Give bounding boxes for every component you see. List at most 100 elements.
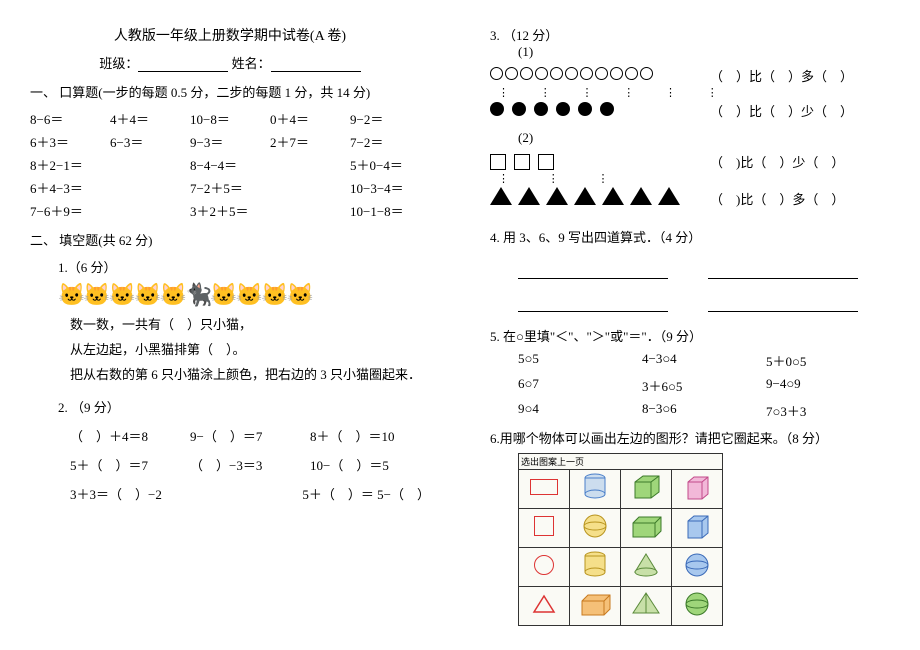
dots-1: ⋮ ⋮ ⋮ ⋮ ⋮ ⋮ — [498, 91, 890, 95]
calc-row: 6＋4−3＝7−2＋5＝10−3−4＝ — [30, 178, 430, 197]
q2-cell: 8＋（ ）＝10 — [310, 426, 430, 445]
solid-circles — [490, 102, 710, 120]
calc-row: 6＋3＝6−3＝9−3＝2＋7＝7−2＝ — [30, 132, 430, 151]
hollow-circle-icon — [640, 67, 653, 80]
square-icon — [534, 516, 554, 536]
class-label: 班级： — [99, 56, 138, 71]
hollow-circles — [490, 67, 710, 84]
cylinder-icon — [578, 472, 612, 502]
cell-cuboid-orange[interactable] — [570, 587, 621, 626]
cell-triangle — [519, 587, 570, 626]
cell-cube-blue[interactable] — [672, 509, 723, 548]
q3-label: 3. （12 分） — [490, 25, 890, 44]
section-1-title: 一、 口算题(一步的每题 0.5 分，二步的每题 1 分，共 14 分) — [30, 82, 430, 101]
section-2-title: 二、 填空题(共 62 分) — [30, 230, 430, 249]
cube-icon — [680, 472, 714, 502]
cell-square — [519, 509, 570, 548]
calc-cell — [110, 178, 190, 197]
q3-more-text2: （ )比（ ）多（ ） — [710, 189, 844, 208]
hollow-square-icon — [490, 154, 506, 170]
q2-cell: 3＋3＝（ ）−2 — [70, 484, 186, 503]
q3-row-1: （ ）比（ ）多（ ） — [490, 66, 890, 85]
hollow-circle-icon — [580, 67, 593, 80]
q2-cell: 9−（ ）＝7 — [190, 426, 310, 445]
answer-blank[interactable] — [518, 293, 668, 312]
q3-row-2: （ ）比（ ）少（ ） — [490, 101, 890, 120]
cube-icon — [680, 511, 714, 541]
q2-cell: 5＋（ ）＝ 5−（ ） — [302, 484, 430, 503]
q5-label: 5. 在○里填"＜"、"＞"或"＝"．（9 分） — [490, 326, 890, 345]
cell-sphere[interactable] — [570, 509, 621, 548]
solid-triangles — [490, 187, 710, 209]
cell-cone[interactable] — [621, 548, 672, 587]
cone-icon — [629, 550, 663, 580]
q5-cell: 9○4 — [518, 401, 642, 420]
cell-cube-green[interactable] — [621, 470, 672, 509]
name-label: 姓名： — [232, 56, 271, 71]
calc-cell — [110, 201, 190, 220]
cell-sphere-green[interactable] — [672, 587, 723, 626]
cell-pyramid[interactable] — [621, 587, 672, 626]
cell-cuboid-green[interactable] — [621, 509, 672, 548]
cell-sphere-blue[interactable] — [672, 548, 723, 587]
class-blank[interactable] — [138, 57, 228, 72]
q3-sub1: (1) — [518, 44, 890, 60]
q3-less-text: （ ）比（ ）少（ ） — [710, 101, 853, 120]
calc-row: 7−6＋9＝3＋2＋5＝10−1−8＝ — [30, 201, 430, 220]
solid-circle-icon — [600, 102, 614, 116]
solid-circle-icon — [490, 102, 504, 116]
dots-2: ⋮ ⋮ ⋮ — [498, 177, 890, 181]
shapes-table: 选出图案上一页 — [518, 453, 723, 626]
answer-blank[interactable] — [708, 293, 858, 312]
calc-cell: 3＋2＋5＝ — [190, 201, 270, 220]
calc-cell: 5＋0−4＝ — [350, 155, 430, 174]
cell-circle — [519, 548, 570, 587]
calc-cell — [270, 201, 350, 220]
q5-row: 5○54−3○45＋0○5 — [518, 351, 890, 370]
calc-cell — [270, 178, 350, 197]
calc-cell — [270, 155, 350, 174]
q5-cell: 5○5 — [518, 351, 642, 370]
calc-cell: 10−8＝ — [190, 109, 270, 128]
hollow-circle-icon — [595, 67, 608, 80]
cell-rect — [519, 470, 570, 509]
cell-cube-pink[interactable] — [672, 470, 723, 509]
cell-cylinder[interactable] — [570, 470, 621, 509]
name-blank[interactable] — [271, 57, 361, 72]
cell-cylinder2[interactable] — [570, 548, 621, 587]
q2-row: 3＋3＝（ ）−2 5＋（ ）＝ 5−（ ） — [70, 484, 430, 503]
solid-circle-icon — [534, 102, 548, 116]
calc-cell: 6−3＝ — [110, 132, 190, 151]
q2-cell: （ ）＋4＝8 — [70, 426, 190, 445]
answer-lines-2 — [518, 293, 890, 312]
solid-triangle-icon — [518, 187, 540, 205]
answer-blank[interactable] — [708, 260, 858, 279]
q5-cell: 3＋6○5 — [642, 376, 766, 395]
hollow-square-icon — [514, 154, 530, 170]
calc-cell — [110, 155, 190, 174]
cylinder-icon — [578, 550, 612, 580]
cuboid-icon — [629, 511, 663, 541]
q5-row: 6○73＋6○59−4○9 — [518, 376, 890, 395]
q2-row: （ ）＋4＝89−（ ）＝78＋（ ）＝10 — [70, 426, 430, 445]
circle-icon — [534, 555, 554, 575]
sphere-icon — [680, 589, 714, 619]
calc-cell: 6＋4−3＝ — [30, 178, 110, 197]
q3-row-4: （ )比（ ）多（ ） — [490, 187, 890, 209]
q5-cell: 7○3＋3 — [766, 401, 890, 420]
q3-more-text: （ ）比（ ）多（ ） — [710, 66, 853, 85]
q5-row: 9○48−3○67○3＋3 — [518, 401, 890, 420]
sphere-icon — [578, 511, 612, 541]
shapes-header: 选出图案上一页 — [519, 454, 723, 470]
answer-lines-1 — [518, 260, 890, 279]
solid-circle-icon — [512, 102, 526, 116]
q2-row: 5＋（ ）＝7（ ）−3＝310−（ ）＝5 — [70, 455, 430, 474]
hollow-circle-icon — [520, 67, 533, 80]
rectangle-icon — [530, 479, 558, 495]
q3-sub2: (2) — [518, 130, 890, 146]
pyramid-icon — [629, 589, 663, 619]
answer-blank[interactable] — [518, 260, 668, 279]
hollow-circle-icon — [505, 67, 518, 80]
q1-line2: 从左边起，小黑猫排第（ ）。 — [70, 339, 430, 358]
q3-row-3: （ )比（ ）少（ ） — [490, 152, 890, 171]
